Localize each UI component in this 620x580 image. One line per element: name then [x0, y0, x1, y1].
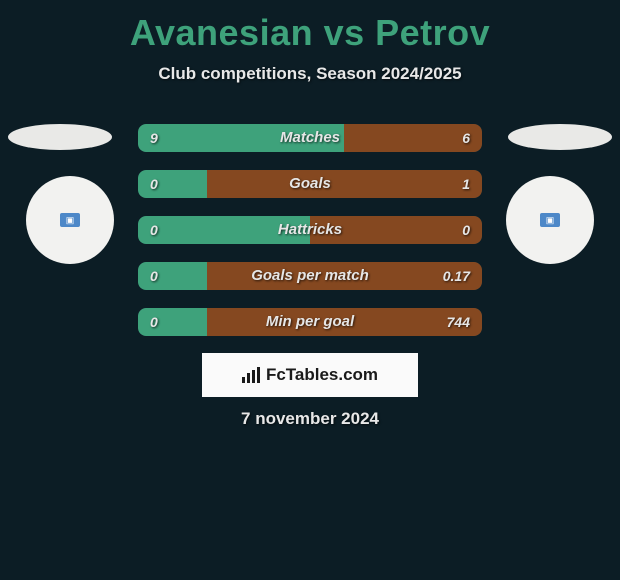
player-photo-right: ▣ [506, 176, 594, 264]
placeholder-icon: ▣ [60, 213, 80, 227]
footer-date: 7 november 2024 [0, 409, 620, 429]
stat-value-right: 0.17 [443, 262, 470, 290]
page-subtitle: Club competitions, Season 2024/2025 [0, 64, 620, 84]
stats-container: 9 Matches 6 0 Goals 1 0 Hattricks 0 0 Go… [138, 124, 482, 354]
stat-label: Hattricks [138, 216, 482, 244]
decorative-ellipse-left [8, 124, 112, 150]
stat-row-goals: 0 Goals 1 [138, 170, 482, 198]
stat-label: Min per goal [138, 308, 482, 336]
stat-label: Goals [138, 170, 482, 198]
footer-brand-box[interactable]: FcTables.com [202, 353, 418, 397]
stat-value-right: 744 [447, 308, 470, 336]
stat-value-right: 0 [462, 216, 470, 244]
page-title: Avanesian vs Petrov [0, 0, 620, 54]
bars-icon [242, 367, 262, 383]
stat-row-goals-per-match: 0 Goals per match 0.17 [138, 262, 482, 290]
stat-value-right: 6 [462, 124, 470, 152]
footer-brand: FcTables.com [242, 365, 378, 385]
stat-label: Goals per match [138, 262, 482, 290]
stat-row-matches: 9 Matches 6 [138, 124, 482, 152]
footer-brand-text: FcTables.com [266, 365, 378, 385]
stat-row-hattricks: 0 Hattricks 0 [138, 216, 482, 244]
decorative-ellipse-right [508, 124, 612, 150]
player-photo-left: ▣ [26, 176, 114, 264]
stat-row-min-per-goal: 0 Min per goal 744 [138, 308, 482, 336]
stat-value-right: 1 [462, 170, 470, 198]
placeholder-icon: ▣ [540, 213, 560, 227]
stat-label: Matches [138, 124, 482, 152]
